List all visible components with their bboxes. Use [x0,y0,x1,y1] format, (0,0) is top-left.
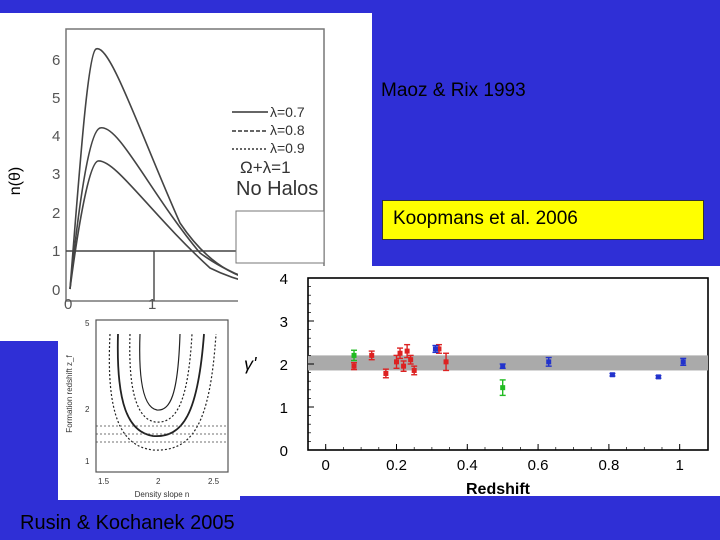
legend-item: λ=0.8 [270,122,305,138]
y-tick: 3 [52,166,60,183]
shaded-band [308,355,708,371]
x-tick-label: 0.8 [598,457,619,474]
x-tick-label: 0.6 [528,457,549,474]
y-tick: 2 [52,205,60,222]
data-point [443,359,449,365]
maoz-rix-plot: n(θ) 0 1 2 3 4 5 6 0 1 λ=0.7 λ=0.8 λ=0.9… [7,28,325,313]
data-point [369,352,375,358]
data-point [411,367,417,373]
data-point [500,363,506,369]
data-points [351,343,687,397]
data-point [436,346,442,352]
y-tick: 2 [85,405,90,414]
x-axis-label: Density slope n [135,490,190,499]
y-tick-label: 3 [280,314,288,331]
legend: λ=0.7 λ=0.8 λ=0.9 Ω+λ=1 No Halos [232,104,318,200]
data-point [397,350,403,356]
plot-frame [65,28,325,302]
figure-koopmans: 0 1 2 3 4 0 0.2 0.4 0.6 0.8 1 γ' Redshift [238,266,720,498]
curve-lambda-07 [69,48,291,290]
caption-koopmans: Koopmans et al. 2006 [393,208,578,229]
legend-item: No Halos [236,178,318,200]
data-point [351,352,357,358]
y-tick-label: 0 [280,443,288,460]
y-tick-label: 4 [280,271,288,288]
x-ticks: 0 0.2 0.4 0.6 0.8 1 [322,444,684,474]
y-tick-label: 2 [280,357,288,374]
y-axis-label: γ' [244,354,257,374]
x-tick: 2 [156,477,161,486]
caption-rusin-kochanek: Rusin & Kochanek 2005 [20,512,235,534]
y-tick: 5 [52,90,60,107]
y-tick: 4 [52,128,60,145]
redshift-chart: 0 1 2 3 4 0 0.2 0.4 0.6 0.8 1 γ' Redshift [244,271,709,498]
data-point [408,357,414,363]
y-axis-label: Formation redshift z_f [65,355,74,433]
data-point [432,346,438,352]
y-tick: 1 [85,457,90,466]
data-point [655,374,661,380]
data-point [680,359,686,365]
plot-frame [95,319,229,473]
data-point [401,363,407,369]
y-tick: 5 [85,319,90,328]
x-tick-label: 0.4 [457,457,478,474]
y-tick: 6 [52,52,60,69]
y-tick-label: 1 [280,400,288,417]
legend-item: λ=0.9 [270,140,305,156]
x-tick: 1 [148,296,156,313]
legend-item: Ω+λ=1 [240,158,291,177]
caption-maoz-rix: Maoz & Rix 1993 [381,80,526,101]
data-point [404,348,410,354]
x-axis-label: Redshift [466,481,531,496]
y-tick: 0 [52,282,60,299]
x-tick-label: 0 [322,457,330,474]
y-axis-label: n(θ) [7,167,24,195]
data-point [500,385,506,391]
data-point [609,372,615,378]
y-ticks: 0 1 2 3 4 [280,271,314,460]
legend-item: λ=0.7 [270,104,305,120]
figure-maoz-rix: n(θ) 0 1 2 3 4 5 6 0 1 λ=0.7 λ=0.8 λ=0.9… [0,13,372,341]
figure-rusin-kochanek: Formation redshift z_f Density slope n 5… [58,314,240,500]
x-tick-label: 0.2 [386,457,407,474]
data-point [383,370,389,376]
x-tick: 2.5 [208,477,220,486]
x-tick-label: 1 [676,457,684,474]
x-tick: 0 [64,296,72,313]
x-tick: 1.5 [98,477,110,486]
y-tick: 1 [52,243,60,260]
data-point [393,359,399,365]
contour-plot: Formation redshift z_f Density slope n 5… [65,319,229,499]
caption-box-koopmans: Koopmans et al. 2006 [382,200,704,240]
data-point [351,363,357,369]
curve-lambda-08 [69,127,301,291]
data-point [546,359,552,365]
